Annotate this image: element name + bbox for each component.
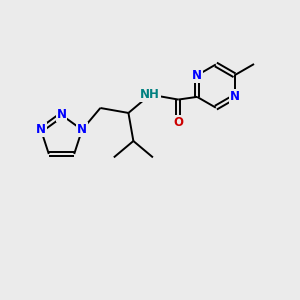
Text: NH: NH <box>140 88 160 101</box>
Text: N: N <box>230 90 239 104</box>
Text: N: N <box>36 123 46 136</box>
Text: O: O <box>173 116 183 129</box>
Text: N: N <box>56 108 67 122</box>
Text: N: N <box>192 69 202 82</box>
Text: N: N <box>77 123 87 136</box>
